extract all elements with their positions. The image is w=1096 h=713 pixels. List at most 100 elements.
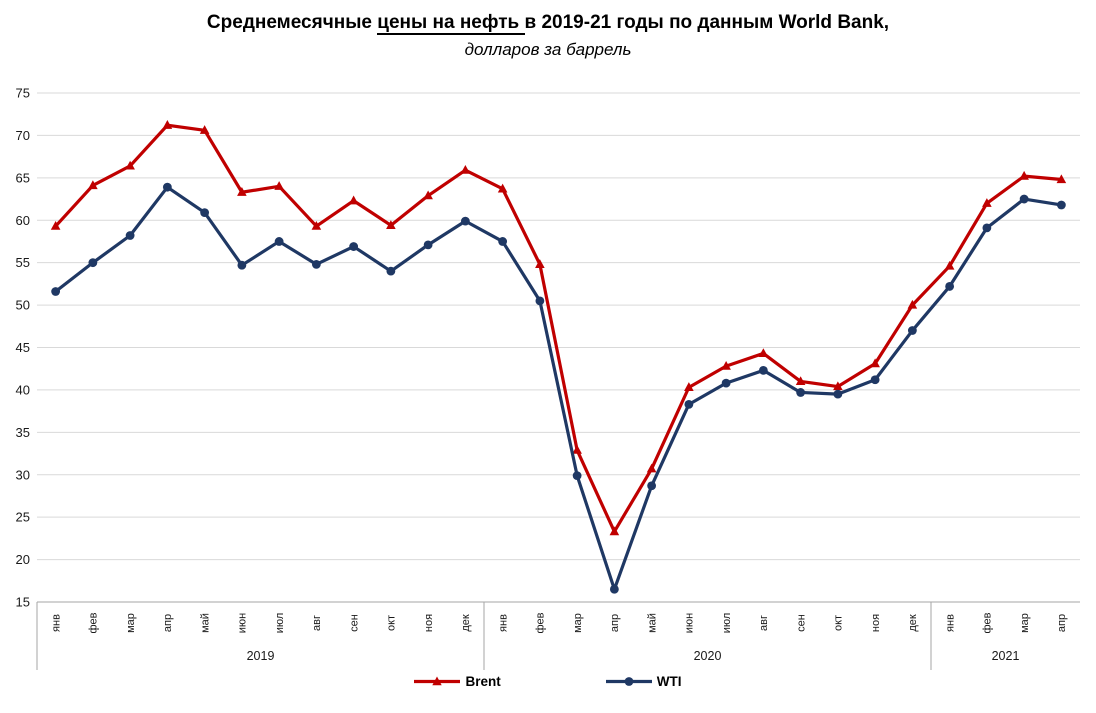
brent-point-marker — [125, 160, 135, 170]
month-label: дек — [907, 614, 919, 632]
brent-point-marker — [609, 526, 620, 536]
y-tick-label: 20 — [16, 552, 30, 567]
month-label: янв — [944, 614, 956, 632]
y-tick-label: 65 — [16, 170, 30, 185]
wti-point-marker — [1056, 200, 1066, 210]
brent-point-marker — [646, 463, 657, 473]
brent-point-marker — [50, 220, 61, 230]
brent-point-marker — [423, 190, 433, 200]
brent-point-marker — [237, 187, 247, 196]
month-label: июл — [721, 613, 733, 634]
title-suffix: в 2019-21 годы по данным World Bank, — [524, 12, 890, 33]
month-label: янв — [497, 614, 509, 632]
month-label: янв — [50, 614, 62, 632]
brent-point-marker — [460, 164, 471, 174]
chart-title: Среднемесячные цены на нефть в 2019-21 г… — [0, 10, 1096, 36]
month-label: окт — [386, 615, 398, 631]
wti-point-marker — [460, 216, 470, 226]
brent-point-marker — [386, 220, 396, 229]
month-label: авг — [311, 615, 323, 631]
brent-point-marker — [572, 444, 582, 454]
month-label: апр — [609, 614, 621, 632]
brent-line — [54, 123, 1063, 534]
brent-point-marker — [348, 195, 359, 205]
chart-subtitle: долларов за баррель — [464, 39, 632, 59]
wti-point-marker — [125, 231, 135, 240]
legend-item-wti: WTI — [605, 674, 682, 689]
legend-item-brent: Brent — [414, 674, 501, 689]
month-label: окт — [833, 615, 845, 631]
month-label: июл — [274, 613, 286, 634]
brent-point-marker — [907, 299, 918, 309]
month-label: май — [646, 613, 658, 633]
wti-point-marker — [311, 259, 321, 269]
title-prefix: Среднемесячные — [206, 12, 378, 33]
brent-point-marker — [199, 125, 210, 134]
month-label: сен — [795, 614, 807, 632]
brent-point-marker — [497, 183, 508, 193]
legend-label-wti: WTI — [656, 674, 682, 689]
wti-point-marker — [945, 282, 955, 291]
month-label: фев — [88, 612, 100, 633]
wti-point-marker — [796, 388, 806, 397]
month-label: июн — [684, 613, 696, 633]
wti-point-marker — [982, 223, 992, 233]
year-label: 2021 — [992, 649, 1020, 663]
brent-point-marker — [311, 220, 322, 230]
plot-svg: 15 20 25 30 35 40 45 50 55 60 65 70 75 янв фев мар апр ма… — [16, 86, 1080, 670]
brent-point-marker — [274, 181, 284, 190]
y-tick-label: 35 — [16, 425, 30, 440]
brent-point-marker — [88, 180, 98, 190]
month-label: авг — [758, 615, 770, 631]
y-tick-label: 45 — [16, 340, 30, 355]
y-tick-label: 25 — [16, 510, 30, 525]
wti-point-marker — [51, 287, 61, 296]
brent-point-marker — [684, 382, 694, 391]
year-label: 2019 — [247, 649, 275, 663]
month-label: сен — [348, 614, 360, 632]
brent-point-marker — [758, 348, 769, 358]
y-tick-label: 60 — [16, 213, 30, 228]
month-label: фев — [982, 612, 994, 633]
wti-point-marker — [1019, 194, 1029, 204]
month-label: май — [199, 613, 211, 633]
wti-point-marker — [386, 266, 396, 276]
month-label: апр — [162, 614, 174, 632]
month-label: ноя — [423, 614, 435, 632]
wti-point-marker — [88, 258, 98, 268]
y-tick-label: 70 — [16, 128, 30, 143]
wti-point-marker — [535, 296, 545, 306]
brent-point-marker — [944, 260, 955, 270]
y-tick-label: 55 — [16, 255, 30, 270]
legend-swatch-marker — [624, 677, 634, 686]
wti-line-marker-icon — [605, 677, 652, 686]
brent-point-marker — [982, 198, 992, 207]
wti-point-marker — [721, 378, 731, 388]
wti-point-marker — [833, 389, 843, 399]
wti-point-marker — [274, 237, 284, 246]
month-label: июн — [237, 613, 249, 633]
brent-point-marker — [833, 381, 843, 391]
wti-point-marker — [162, 182, 172, 192]
legend-label-brent: Brent — [465, 674, 501, 689]
month-label: ноя — [870, 614, 882, 632]
brent-point-marker — [1019, 170, 1029, 180]
month-label: фев — [535, 612, 547, 633]
wti-point-marker — [349, 242, 359, 251]
y-tick-label: 30 — [16, 467, 30, 482]
month-label: апр — [1056, 614, 1068, 632]
month-label: мар — [572, 613, 584, 633]
legend-swatch-marker — [432, 676, 443, 686]
y-tick-label: 40 — [16, 382, 30, 397]
month-label: дек — [460, 614, 472, 632]
brent-point-marker — [721, 360, 731, 370]
brent-point-marker — [795, 376, 806, 386]
brent-line-marker-icon — [414, 676, 461, 686]
brent-point-marker — [870, 358, 880, 368]
title-underlined-phrase: цены на нефть — [377, 12, 525, 35]
legend: Brent WTI — [0, 674, 1096, 689]
wti-point-marker — [647, 481, 657, 491]
y-tick-label: 15 — [16, 595, 30, 610]
month-label: мар — [125, 613, 137, 633]
